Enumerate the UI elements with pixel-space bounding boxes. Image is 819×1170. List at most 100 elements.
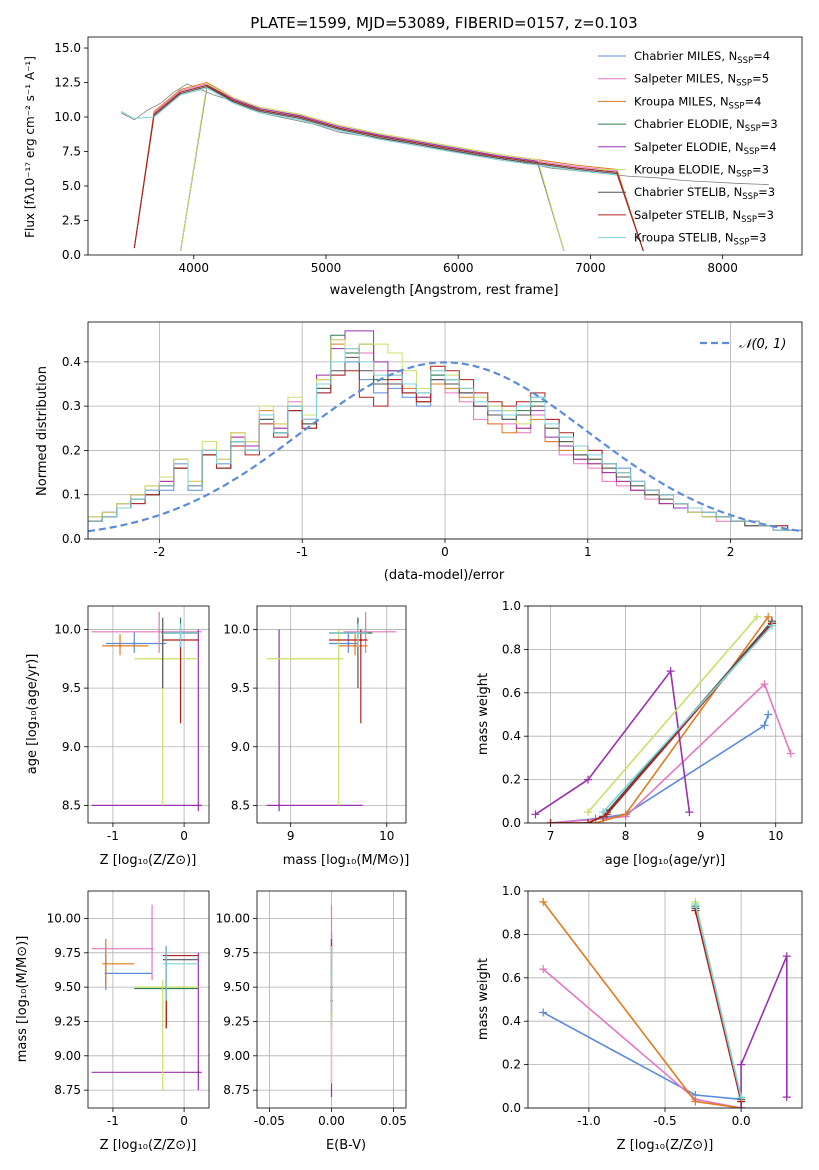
histogram-ylabel: Normed distribution (35, 366, 50, 496)
mw-age-ylabel: mass weight (476, 673, 491, 755)
normal-legend-label: 𝒩(0, 1) (739, 337, 786, 352)
residual-histogram-panel: (data-model)/error Normed distribution -… (35, 321, 803, 583)
mass-weight-line (550, 616, 769, 823)
mass-weight-marker (737, 1093, 746, 1102)
y-tick-label: 0.4 (502, 1014, 521, 1028)
y-tick-label: 0.2 (502, 1058, 521, 1072)
y-tick-label: 5.0 (62, 179, 81, 193)
y-tick-label: 0.2 (62, 443, 81, 457)
legend-label: Kroupa STELIB, NSSP=3 (634, 231, 766, 248)
axes-frame (87, 605, 210, 824)
mass-weight-marker (584, 775, 593, 784)
mass-weight-line (542, 901, 742, 1108)
x-tick-label: -1 (107, 1114, 119, 1128)
mass-weight-marker (782, 1093, 791, 1102)
x-tick-label: 0 (180, 829, 188, 843)
axes-frame (87, 321, 803, 540)
errorbar-point (150, 947, 154, 950)
y-tick-label: 1.0 (502, 599, 521, 613)
mass-weight-marker (621, 810, 630, 819)
mass-weight-marker (666, 667, 675, 676)
mw-age-xlabel: age [log₁₀(age/yr)] (605, 853, 726, 868)
mass-weight-line (535, 669, 691, 815)
y-tick-label: 9.25 (54, 1014, 81, 1028)
mass-weight-marker (767, 621, 776, 630)
legend-label: Chabrier STELIB, NSSP=3 (634, 185, 775, 202)
x-tick-label: -1.0 (577, 1114, 600, 1128)
legend-label: Kroupa ELODIE, NSSP=3 (634, 163, 769, 180)
y-tick-label: 8.5 (62, 798, 81, 812)
massweight-vs-z-panel: Z [log₁₀(Z/Z⊙)] mass weight -1.0 -0.5 0.0 0… (476, 884, 803, 1153)
axes-frame (256, 605, 407, 824)
errorbar-point (277, 804, 281, 807)
plot-area (539, 897, 791, 1108)
y-tick-label: 8.5 (231, 798, 250, 812)
axes-frame (256, 890, 407, 1109)
y-tick-label: 7.5 (62, 145, 81, 159)
model-spectrum-line (133, 83, 644, 252)
y-tick-label: 0.0 (62, 248, 81, 262)
plot-area (531, 612, 795, 823)
y-tick-label: 0.4 (502, 729, 521, 743)
age-vs-z-panel: Z [log₁₀(Z/Z⊙)] age [log₁₀(age/yr)] -1 0 8… (25, 605, 210, 868)
mass-vs-z-panel: Z [log₁₀(Z/Z⊙)] mass [log₁₀(M/M⊙)] -1 0 8.… (15, 890, 210, 1153)
mass-weight-marker (691, 900, 700, 909)
y-tick-label: 9.0 (62, 740, 81, 754)
y-tick-label: 12.5 (54, 76, 81, 90)
model-spectrum-line (133, 86, 644, 252)
y-tick-label: 8.75 (223, 1083, 250, 1097)
y-tick-label: 0.6 (502, 971, 521, 985)
mass-weight-marker (584, 808, 593, 817)
x-tick-label: 0.00 (318, 1114, 345, 1128)
x-tick-label: -1 (296, 545, 308, 559)
plot-area (120, 81, 769, 252)
y-tick-label: 9.50 (54, 980, 81, 994)
y-tick-label: 10.0 (54, 110, 81, 124)
x-tick-label: 0 (180, 1114, 188, 1128)
mass-weight-line (542, 968, 742, 1108)
axes-frame (527, 890, 803, 1109)
massweight-vs-age-panel: age [log₁₀(age/yr)] mass weight 7 8 9 10 0.0… (476, 599, 803, 868)
x-tick-label: -1 (107, 829, 119, 843)
mass-weight-marker (782, 952, 791, 961)
y-tick-label: 9.00 (54, 1049, 81, 1063)
mass-weight-line (587, 616, 758, 813)
errorbar-point (330, 972, 333, 975)
errorbar-point (157, 630, 161, 634)
y-tick-label: 0.0 (62, 532, 81, 546)
mass-weight-marker (786, 749, 795, 758)
mass-weight-marker (539, 965, 548, 974)
y-tick-label: 9.5 (62, 681, 81, 695)
x-tick-label: 0.05 (380, 1114, 407, 1128)
x-tick-label: 1 (584, 545, 592, 559)
x-tick-label: -0.05 (254, 1114, 285, 1128)
legend-label: Kroupa MILES, NSSP=4 (634, 94, 761, 111)
mass-weight-marker (539, 897, 548, 906)
errorbar-point (118, 644, 122, 648)
errorbar-point (359, 638, 363, 642)
mass-z-ylabel: mass [log₁₀(M/M⊙)] (15, 936, 30, 1063)
mass-weight-line (550, 622, 773, 823)
y-tick-label: 1.0 (502, 884, 521, 898)
axes-frame (87, 36, 803, 256)
errorbar-point (347, 642, 350, 645)
y-tick-label: 0.4 (62, 355, 81, 369)
errorbar-point (133, 642, 136, 645)
mass-weight-marker (599, 808, 608, 817)
mass-weight-marker (764, 710, 773, 719)
plot-area (91, 904, 202, 1091)
mass-ebv-xlabel: E(B-V) (326, 1138, 366, 1153)
mass-weight-marker (760, 721, 769, 730)
x-tick-label: 10 (768, 829, 783, 843)
mass-weight-marker (764, 612, 773, 621)
age-mass-xlabel: mass [log₁₀(M/M⊙)] (283, 853, 410, 868)
mass-weight-marker (685, 808, 694, 817)
y-tick-label: 0.0 (502, 1101, 521, 1115)
legend-label: Salpeter MILES, NSSP=5 (634, 72, 769, 89)
legend-label: Chabrier MILES, NSSP=4 (634, 49, 770, 66)
axes-frame (87, 890, 210, 1109)
observed-spectrum-line (120, 83, 769, 185)
x-tick-label: 9 (287, 829, 295, 843)
y-tick-label: 9.50 (223, 980, 250, 994)
